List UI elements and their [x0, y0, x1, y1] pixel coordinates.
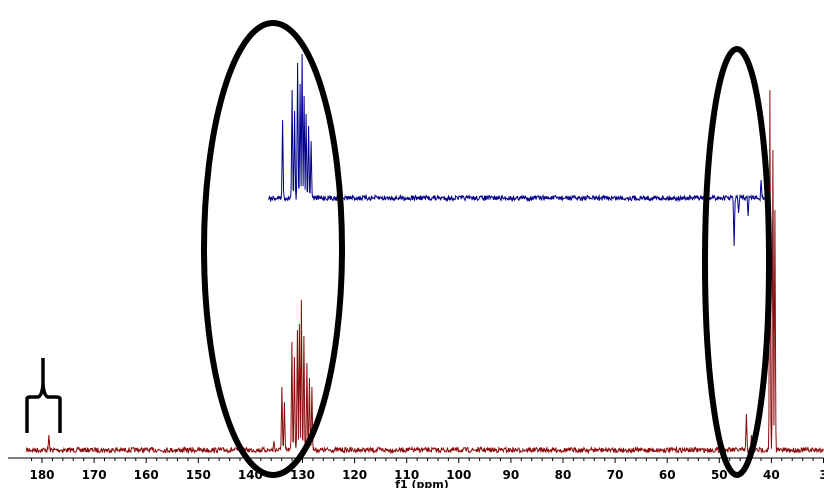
x-tick-label: 60	[659, 468, 676, 482]
x-tick-label: 50	[711, 468, 728, 482]
x-tick-label: 150	[186, 468, 211, 482]
x-tick-label: 180	[29, 468, 54, 482]
x-tick-label: 160	[134, 468, 159, 482]
aromatic-region-ellipse	[201, 20, 345, 478]
carbonyl-bracket	[25, 358, 62, 433]
x-tick-label: 80	[555, 468, 572, 482]
aliphatic-region-ellipse	[702, 46, 772, 478]
annotation-layer	[25, 20, 772, 478]
x-tick-label: 100	[446, 468, 471, 482]
x-tick-label: 3	[819, 468, 824, 482]
spectrum-red-line	[25, 89, 824, 455]
x-tick-label: 170	[82, 468, 107, 482]
series-layer	[25, 53, 824, 455]
x-tick-label: 140	[238, 468, 263, 482]
x-tick-label: 90	[503, 468, 520, 482]
x-tick-label: 120	[342, 468, 367, 482]
x-axis-title: f1 (ppm)	[395, 478, 449, 488]
x-tick-label: 110	[394, 468, 419, 482]
x-tick-label: 130	[290, 468, 315, 482]
x-axis: 180 170 160 150 140 130 120 110 100 90 80 70 60 50 40 3…	[8, 457, 824, 488]
x-tick-label: 40	[763, 468, 780, 482]
x-tick-label: 70	[607, 468, 624, 482]
spectrum-blue-line	[268, 53, 769, 247]
x-axis-ticks: 180 170 160 150 140 130 120 110 100 90 80 70 60 50 40 3	[29, 458, 824, 482]
